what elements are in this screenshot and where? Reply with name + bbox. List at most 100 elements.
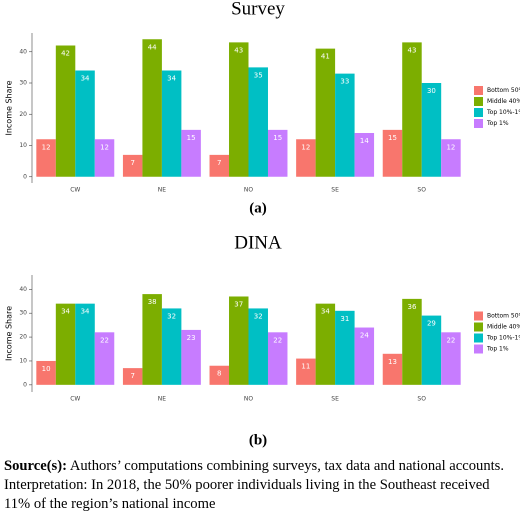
legend-swatch (474, 108, 483, 117)
x-tick-label: NE (158, 396, 166, 403)
bar (267, 129, 288, 177)
bar (55, 303, 76, 385)
x-tick-label: SO (417, 187, 426, 194)
x-tick-label: NE (158, 187, 166, 194)
y-axis-label: Income Share (5, 306, 14, 361)
bar-value-label: 7 (130, 159, 134, 167)
legend-label: Middle 40% (487, 98, 520, 105)
bar-value-label: 10 (42, 365, 51, 373)
legend-swatch (474, 333, 483, 343)
bar (161, 308, 182, 385)
y-tick-label: 40 (19, 286, 27, 293)
bar-value-label: 42 (61, 50, 70, 58)
legend-swatch (474, 97, 483, 106)
y-tick-label: 10 (19, 357, 27, 364)
bar-value-label: 12 (301, 143, 310, 151)
chart-title: Survey (231, 0, 285, 19)
bar (421, 83, 442, 177)
caption: Source(s): Authors’ computations combini… (4, 457, 516, 514)
bar (36, 139, 56, 177)
bar-value-label: 34 (81, 75, 90, 83)
bar (142, 39, 162, 177)
bar-value-label: 15 (388, 134, 397, 142)
bar (382, 353, 403, 385)
bar (122, 368, 143, 385)
bar-value-label: 41 (321, 53, 330, 61)
x-tick-label: SE (331, 396, 339, 403)
x-tick-label: NO (244, 187, 253, 194)
y-tick-label: 10 (19, 142, 27, 149)
bar-value-label: 11 (301, 363, 310, 371)
chart-title: DINA (234, 232, 282, 253)
legend-label: Top 10%-1% (486, 109, 520, 116)
bar-value-label: 44 (148, 43, 157, 51)
bar-value-label: 24 (360, 332, 369, 340)
bar-value-label: 34 (321, 308, 330, 316)
bar-value-label: 43 (234, 46, 243, 54)
bar (296, 139, 316, 177)
bar (55, 45, 76, 177)
bar-value-label: 38 (148, 298, 157, 306)
bar (354, 327, 375, 385)
bar (441, 332, 461, 385)
bar (75, 70, 95, 177)
bar-value-label: 15 (273, 134, 282, 142)
bar-value-label: 22 (100, 336, 109, 344)
bar-value-label: 12 (42, 143, 51, 151)
bar-value-label: 22 (446, 336, 455, 344)
legend-label: Top 1% (486, 120, 509, 127)
bar (335, 73, 355, 177)
bar-value-label: 32 (167, 312, 176, 320)
legend-label: Bottom 50% (487, 87, 520, 94)
x-tick-label: SE (331, 187, 339, 194)
bar-value-label: 29 (427, 320, 436, 328)
bar-value-label: 15 (187, 134, 196, 142)
x-tick-label: CW (70, 396, 80, 403)
bar (181, 329, 201, 385)
legend-swatch (474, 344, 483, 354)
bar-value-label: 22 (273, 336, 282, 344)
legend-label: Bottom 50% (487, 313, 520, 320)
legend-label: Middle 40% (487, 324, 520, 331)
subfigure-label: (a) (249, 200, 267, 216)
bar-value-label: 23 (187, 334, 196, 342)
bar (296, 358, 316, 385)
bar-value-label: 31 (340, 315, 349, 323)
y-tick-label: 20 (19, 111, 27, 118)
bar (248, 308, 268, 385)
bar (75, 303, 95, 385)
bar (94, 332, 115, 385)
bar (181, 129, 201, 177)
bar (229, 42, 249, 177)
x-tick-label: NO (244, 396, 253, 403)
bar-value-label: 36 (407, 303, 416, 311)
subfigure-label: (b) (249, 432, 267, 448)
bar-value-label: 43 (407, 46, 416, 54)
bar (161, 70, 182, 177)
legend-swatch (474, 322, 483, 332)
legend-swatch (474, 311, 483, 321)
legend-label: Top 1% (486, 346, 509, 353)
bar-value-label: 30 (427, 87, 436, 95)
bar (209, 154, 230, 177)
bar (354, 133, 375, 177)
bar-value-label: 7 (130, 372, 134, 380)
bar-value-label: 37 (234, 300, 243, 308)
y-tick-label: 0 (23, 173, 27, 180)
bar (441, 139, 461, 177)
bar-value-label: 14 (360, 137, 369, 145)
bar (267, 332, 288, 385)
legend-swatch (474, 119, 483, 128)
bar-value-label: 8 (217, 370, 221, 378)
bar-value-label: 34 (81, 308, 90, 316)
bar-value-label: 32 (254, 312, 263, 320)
bar (94, 139, 115, 177)
bar (421, 315, 442, 385)
y-tick-label: 20 (19, 334, 27, 341)
y-tick-label: 40 (19, 48, 27, 55)
bar-value-label: 35 (254, 71, 263, 79)
figure: Survey (a) Income Share 0 10 20 30 40 CW 12 42 34 12… (5, 0, 520, 448)
bar (315, 303, 336, 385)
y-tick-label: 30 (19, 80, 27, 87)
bar (402, 298, 422, 385)
